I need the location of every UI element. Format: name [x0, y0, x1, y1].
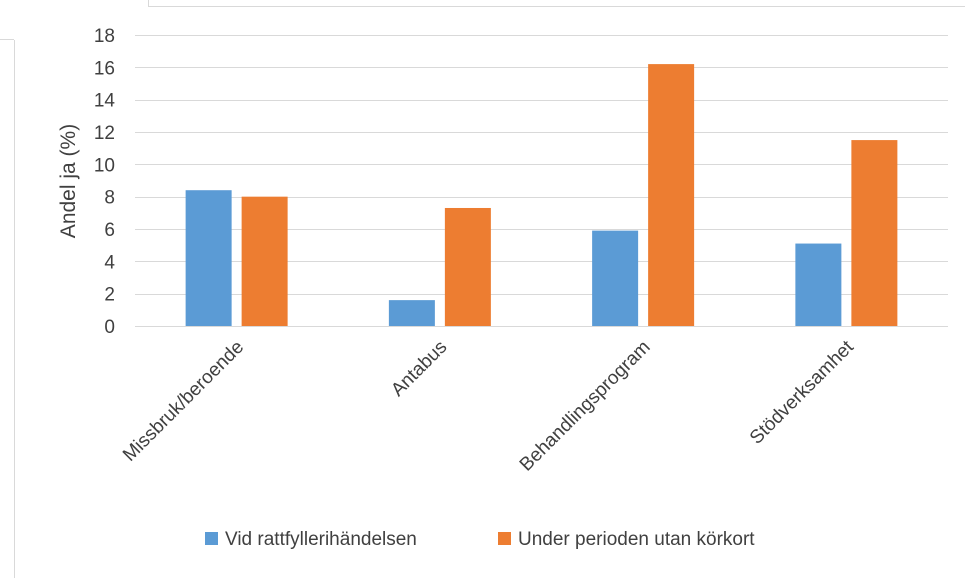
bar-series2: [648, 64, 695, 326]
y-tick-label: 16: [94, 58, 115, 79]
x-axis-ticks: Missbruk/beroende Antabus Behandlingsprogr…: [119, 336, 858, 475]
bar-series1: [388, 300, 435, 326]
y-axis-label: Andel ja (%): [57, 124, 80, 238]
bar-series1: [185, 190, 232, 326]
y-tick-label: 6: [104, 220, 115, 241]
y-tick-label: 8: [104, 188, 115, 209]
legend: Vid rattfyllerihändelsen Under perioden u…: [205, 529, 755, 550]
bar-series1: [795, 243, 842, 326]
y-tick-label: 12: [94, 123, 115, 144]
y-tick-label: 2: [104, 285, 115, 306]
x-tick-label: Missbruk/beroende: [119, 337, 248, 466]
bar-series1: [592, 230, 639, 326]
x-tick-label: Antabus: [387, 337, 451, 401]
bars: [185, 64, 898, 326]
bar-series2: [851, 140, 898, 326]
legend-swatch: [498, 532, 511, 545]
y-tick-label: 18: [94, 26, 115, 47]
x-tick-label: Stödverksamhet: [746, 336, 858, 448]
legend-label: Vid rattfyllerihändelsen: [225, 529, 417, 550]
y-tick-label: 4: [104, 252, 115, 273]
bar-series2: [241, 196, 288, 326]
legend-label: Under perioden utan körkort: [518, 529, 755, 550]
y-tick-label: 0: [104, 317, 115, 338]
y-tick-label: 14: [94, 91, 116, 112]
x-tick-label: Behandlingsprogram: [516, 337, 655, 476]
bar-series2: [444, 207, 491, 326]
y-tick-label: 10: [94, 155, 115, 176]
y-axis-ticks: 0 2 4 6 8 10 12 14 16 18: [94, 26, 116, 338]
legend-swatch: [205, 532, 218, 545]
